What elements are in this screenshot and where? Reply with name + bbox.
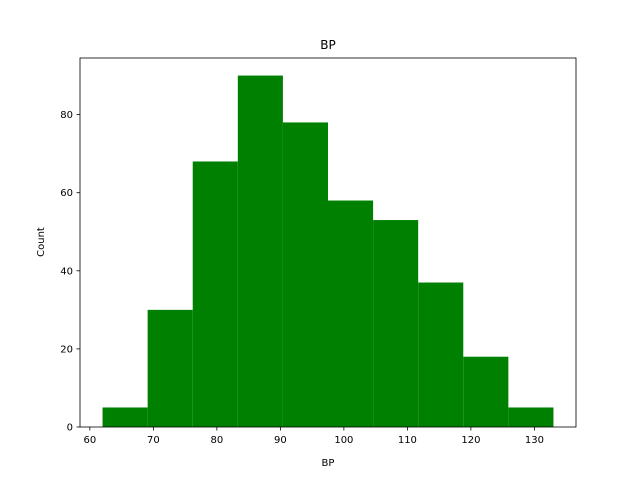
y-tick-label: 0 — [67, 423, 73, 434]
x-tick-label: 70 — [147, 435, 160, 446]
histogram-bar — [328, 200, 374, 427]
bars-group — [102, 75, 554, 428]
y-tick-label: 80 — [60, 110, 73, 121]
histogram-bar — [418, 282, 464, 427]
histogram-bar — [282, 122, 328, 427]
y-axis: 0 20 40 60 80 — [60, 110, 80, 434]
y-tick-label: 60 — [60, 188, 73, 199]
histogram-bar — [463, 356, 509, 427]
x-tick-label: 80 — [210, 435, 223, 446]
y-axis-label: Count — [36, 227, 47, 257]
x-axis: 60 70 80 90 100 110 120 130 — [83, 427, 544, 446]
x-tick-label: 90 — [274, 435, 287, 446]
x-tick-label: 60 — [83, 435, 96, 446]
x-tick-label: 100 — [334, 435, 353, 446]
y-tick-label: 20 — [60, 344, 73, 355]
x-tick-label: 120 — [461, 435, 480, 446]
histogram-bar — [508, 407, 554, 427]
histogram-bar — [102, 407, 148, 427]
plot-frame — [79, 57, 577, 428]
y-tick-label: 40 — [60, 266, 73, 277]
x-tick-label: 130 — [525, 435, 544, 446]
histogram-bar — [237, 75, 283, 428]
x-tick-label: 110 — [398, 435, 417, 446]
histogram-bar — [192, 161, 238, 427]
histogram-bar — [373, 220, 419, 427]
chart-title: BP — [320, 38, 335, 52]
histogram-bar — [147, 309, 193, 427]
x-axis-label: BP — [322, 458, 335, 469]
